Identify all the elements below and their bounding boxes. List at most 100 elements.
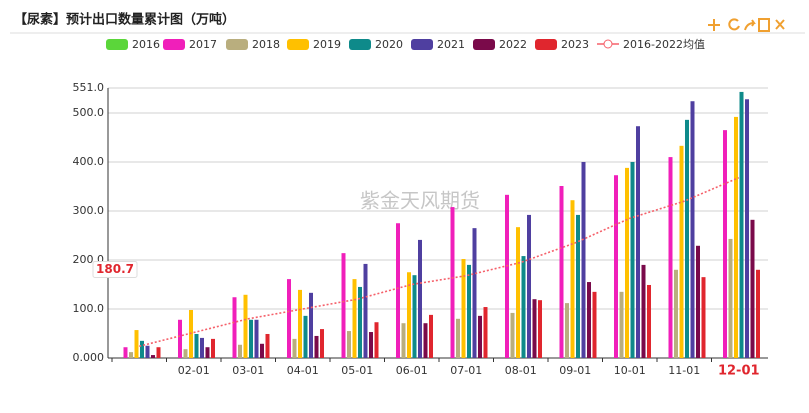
bar bbox=[407, 272, 411, 358]
bar bbox=[423, 323, 428, 358]
bar bbox=[685, 119, 689, 358]
bar bbox=[532, 299, 537, 358]
bar bbox=[630, 161, 635, 358]
bar bbox=[723, 130, 727, 358]
bar bbox=[467, 264, 471, 358]
bar bbox=[194, 333, 199, 358]
annotation-box bbox=[92, 260, 138, 278]
legend-swatch bbox=[535, 39, 557, 50]
legend-item[interactable]: 2016 bbox=[106, 38, 160, 51]
bar bbox=[516, 227, 520, 358]
bar bbox=[647, 284, 651, 358]
tool-share[interactable] bbox=[744, 19, 756, 31]
legend-label: 2021 bbox=[437, 38, 465, 51]
legend-item[interactable]: 2017 bbox=[163, 38, 217, 51]
bar bbox=[249, 319, 253, 358]
bar bbox=[401, 323, 406, 358]
bar bbox=[478, 315, 482, 358]
tool-refresh[interactable] bbox=[728, 18, 740, 31]
bar bbox=[396, 223, 400, 358]
bar bbox=[358, 286, 362, 358]
bar bbox=[756, 269, 760, 358]
tool-close[interactable] bbox=[775, 19, 785, 30]
legend-swatch-dot bbox=[603, 39, 613, 49]
legend-item[interactable]: 2019 bbox=[287, 38, 341, 51]
bar bbox=[570, 200, 575, 358]
bar bbox=[369, 332, 373, 358]
bar bbox=[320, 329, 324, 358]
bar bbox=[292, 338, 297, 358]
bar bbox=[211, 338, 215, 358]
bar bbox=[303, 315, 308, 358]
bar bbox=[461, 259, 466, 358]
bar bbox=[145, 345, 150, 358]
y-tick-label: 300.0 bbox=[73, 204, 105, 217]
bar bbox=[728, 238, 733, 358]
tool-move[interactable] bbox=[708, 19, 720, 31]
y-tick-label: 100.0 bbox=[73, 302, 105, 315]
bar bbox=[134, 330, 139, 358]
bar bbox=[287, 279, 291, 358]
bar bbox=[450, 207, 455, 358]
bar bbox=[690, 101, 695, 358]
legend-label: 2016-2022均值 bbox=[623, 38, 705, 51]
legend-item[interactable]: 2020 bbox=[349, 38, 403, 51]
toolbox bbox=[708, 18, 785, 32]
x-tick-label: 12-01 bbox=[718, 364, 760, 379]
bar bbox=[619, 291, 624, 358]
x-tick-label: 08-01 bbox=[505, 364, 537, 377]
bar bbox=[205, 347, 210, 358]
bar bbox=[696, 245, 700, 358]
legend-label: 2022 bbox=[499, 38, 527, 51]
bar bbox=[581, 161, 586, 358]
bar bbox=[341, 253, 346, 358]
bar bbox=[418, 239, 422, 358]
bar bbox=[178, 319, 182, 358]
legend-item[interactable]: 2021 bbox=[411, 38, 465, 51]
bar bbox=[592, 291, 597, 358]
bar bbox=[156, 347, 161, 358]
bar bbox=[679, 145, 684, 358]
watermark: 紫金天风期货 bbox=[360, 189, 480, 213]
bar bbox=[472, 228, 477, 358]
legend-swatch bbox=[349, 39, 371, 50]
bar bbox=[559, 186, 564, 358]
legend-item[interactable]: 2016-2022均值 bbox=[597, 38, 705, 51]
tool-save[interactable] bbox=[758, 18, 770, 32]
bar bbox=[140, 340, 144, 358]
bar bbox=[265, 333, 270, 358]
y-tick-label: 0.000 bbox=[73, 351, 105, 364]
bar bbox=[668, 157, 673, 358]
bar bbox=[565, 303, 569, 358]
bar bbox=[129, 352, 133, 358]
bar bbox=[347, 331, 351, 358]
annotation-label: 180.7 bbox=[96, 262, 134, 276]
x-tick-label: 03-01 bbox=[232, 364, 264, 377]
legend-label: 2017 bbox=[189, 38, 217, 51]
x-tick-label: 06-01 bbox=[396, 364, 428, 377]
x-tick-label: 02-01 bbox=[178, 364, 210, 377]
bar bbox=[123, 347, 128, 358]
bar bbox=[429, 314, 433, 358]
legend-item[interactable]: 2022 bbox=[473, 38, 527, 51]
chart-title: 【尿素】预计出口数量累计图（万吨） bbox=[14, 12, 235, 28]
bar bbox=[750, 219, 755, 358]
legend-label: 2018 bbox=[252, 38, 280, 51]
bar bbox=[298, 289, 302, 358]
legend-item[interactable]: 2023 bbox=[535, 38, 589, 51]
legend-swatch bbox=[226, 39, 248, 50]
legend-swatch bbox=[411, 39, 433, 50]
bar bbox=[260, 343, 264, 358]
bar bbox=[232, 297, 237, 358]
bar bbox=[587, 282, 591, 358]
x-tick-label: 05-01 bbox=[341, 364, 373, 377]
bar bbox=[314, 335, 319, 358]
bar bbox=[238, 344, 242, 358]
bar bbox=[483, 307, 488, 358]
bar bbox=[674, 269, 678, 358]
bar bbox=[739, 91, 744, 359]
bar bbox=[309, 292, 313, 358]
bar bbox=[734, 116, 738, 358]
legend-item[interactable]: 2018 bbox=[226, 38, 280, 51]
